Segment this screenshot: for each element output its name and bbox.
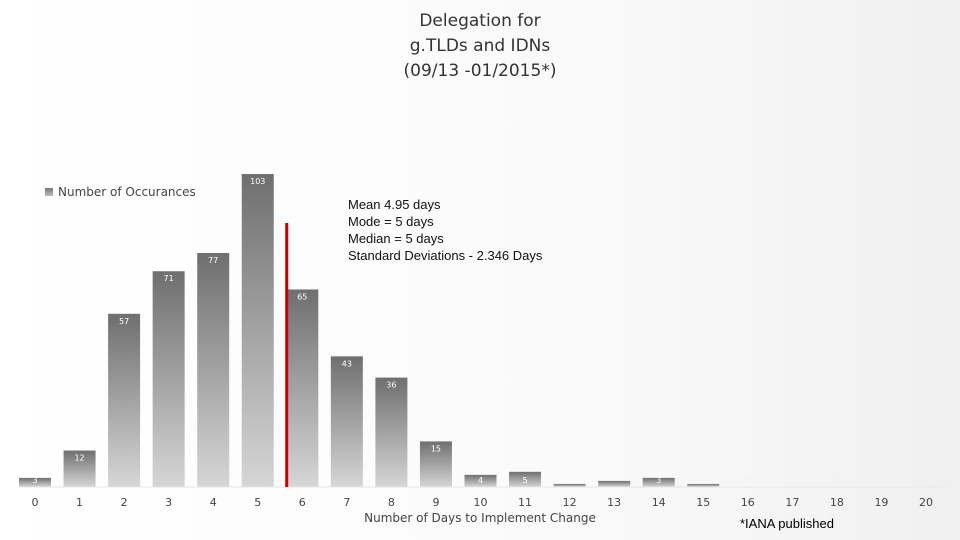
x-tick-6: 6	[299, 496, 306, 509]
x-tick-18: 18	[830, 496, 844, 509]
stat-median: Median = 5 days	[348, 231, 444, 246]
data-label-7: 43	[342, 359, 352, 368]
x-tick-15: 15	[696, 496, 710, 509]
footnote: *IANA published	[740, 516, 834, 531]
bar-12	[553, 483, 586, 487]
bar-15	[687, 483, 720, 487]
stat-mean: Mean 4.95 days	[348, 197, 441, 212]
data-label-6: 65	[297, 292, 307, 301]
x-tick-7: 7	[343, 496, 350, 509]
chart-title-line-1: Delegation for	[419, 11, 540, 31]
stat-std-dev: Standard Deviations - 2.346 Days	[348, 248, 543, 263]
legend-swatch	[45, 188, 53, 196]
data-label-8: 36	[386, 381, 396, 390]
x-tick-4: 4	[210, 496, 217, 509]
bar-7	[330, 356, 363, 487]
x-tick-17: 17	[785, 496, 799, 509]
x-tick-0: 0	[32, 496, 39, 509]
bar-1	[63, 450, 96, 487]
x-tick-3: 3	[165, 496, 172, 509]
x-tick-12: 12	[563, 496, 577, 509]
bar-14	[642, 477, 675, 487]
x-tick-16: 16	[741, 496, 755, 509]
x-tick-2: 2	[121, 496, 128, 509]
data-labels-group: 3 12 57 71 77 103 65 43 36 15 4 5 3 0 0 0 0 0	[32, 177, 928, 485]
bar-8	[375, 377, 408, 487]
x-tick-10: 10	[474, 496, 488, 509]
data-label-19: 0	[879, 476, 884, 485]
data-label-2: 57	[119, 317, 129, 326]
x-tick-labels-group: 0 1 2 3 4 5 6 7 8 9 10 11 12 13 14 15 16 17 18 19 20	[32, 496, 934, 509]
data-label-3: 71	[164, 274, 174, 283]
bar-9	[419, 441, 452, 487]
x-tick-1: 1	[76, 496, 83, 509]
statistics-annotation: Mean 4.95 days Mode = 5 days Median = 5 …	[348, 196, 542, 264]
chart-title: Delegation for g.TLDs and IDNs (09/13 -0…	[404, 11, 557, 81]
x-tick-9: 9	[432, 496, 439, 509]
legend: Number of Occurances	[45, 185, 196, 199]
data-label-14: 3	[656, 476, 661, 485]
bar-2	[108, 313, 141, 487]
x-tick-11: 11	[518, 496, 532, 509]
bars-group	[19, 174, 720, 487]
data-label-20: 0	[923, 476, 928, 485]
data-label-10: 4	[478, 476, 483, 485]
bar-10	[464, 474, 497, 487]
data-label-17: 0	[790, 476, 795, 485]
data-label-1: 12	[74, 454, 84, 463]
bar-11	[509, 471, 542, 487]
bar-5	[241, 174, 274, 487]
data-label-16: 0	[745, 476, 750, 485]
data-label-4: 77	[208, 256, 218, 265]
x-tick-14: 14	[652, 496, 666, 509]
data-label-0: 3	[32, 476, 37, 485]
bar-13	[598, 480, 631, 487]
stat-mode: Mode = 5 days	[348, 214, 434, 229]
x-tick-5: 5	[254, 496, 261, 509]
data-label-9: 15	[431, 444, 441, 453]
bar-3	[152, 271, 185, 487]
data-label-5: 103	[250, 177, 265, 186]
x-tick-8: 8	[388, 496, 395, 509]
chart-title-line-2: g.TLDs and IDNs	[410, 36, 551, 56]
legend-series-name: Number of Occurances	[58, 185, 196, 199]
bar-4	[197, 253, 230, 487]
x-tick-19: 19	[874, 496, 888, 509]
bar-6	[286, 289, 319, 487]
x-tick-20: 20	[919, 496, 933, 509]
x-axis-label: Number of Days to Implement Change	[364, 511, 596, 525]
data-label-11: 5	[523, 476, 528, 485]
chart-title-line-3: (09/13 -01/2015*)	[404, 61, 557, 81]
bar-0	[19, 477, 51, 487]
x-tick-13: 13	[607, 496, 621, 509]
data-label-18: 0	[834, 476, 839, 485]
